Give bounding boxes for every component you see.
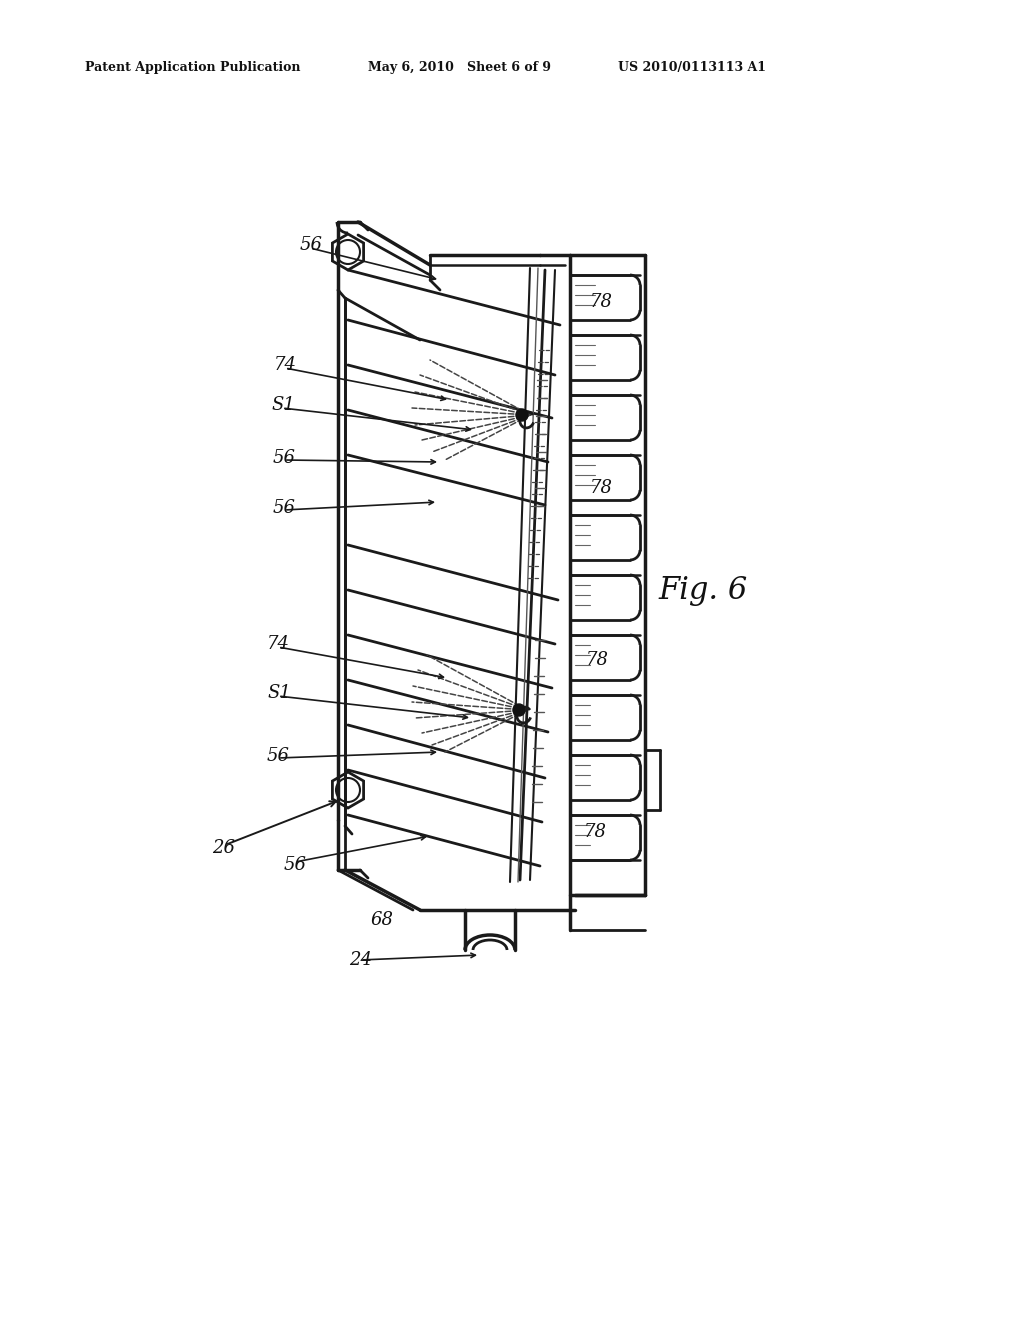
Text: 56: 56: [300, 236, 323, 253]
Text: 56: 56: [267, 747, 290, 766]
Text: 74: 74: [274, 356, 297, 374]
Text: 56: 56: [273, 499, 296, 517]
Text: 24: 24: [349, 950, 372, 969]
Text: S1: S1: [271, 396, 295, 414]
Circle shape: [516, 409, 528, 421]
Text: Patent Application Publication: Patent Application Publication: [85, 62, 300, 74]
Text: 74: 74: [267, 635, 290, 653]
Text: 68: 68: [370, 911, 393, 929]
Text: 26: 26: [212, 840, 234, 857]
Text: Fig. 6: Fig. 6: [658, 574, 748, 606]
Text: S1: S1: [267, 684, 291, 702]
Circle shape: [513, 704, 525, 715]
Text: US 2010/0113113 A1: US 2010/0113113 A1: [618, 62, 766, 74]
Text: 78: 78: [590, 479, 613, 498]
Text: 56: 56: [284, 855, 307, 874]
Text: 78: 78: [590, 293, 613, 312]
Text: 78: 78: [586, 651, 609, 669]
Text: 78: 78: [584, 822, 607, 841]
Text: 56: 56: [273, 449, 296, 467]
Text: May 6, 2010   Sheet 6 of 9: May 6, 2010 Sheet 6 of 9: [368, 62, 551, 74]
